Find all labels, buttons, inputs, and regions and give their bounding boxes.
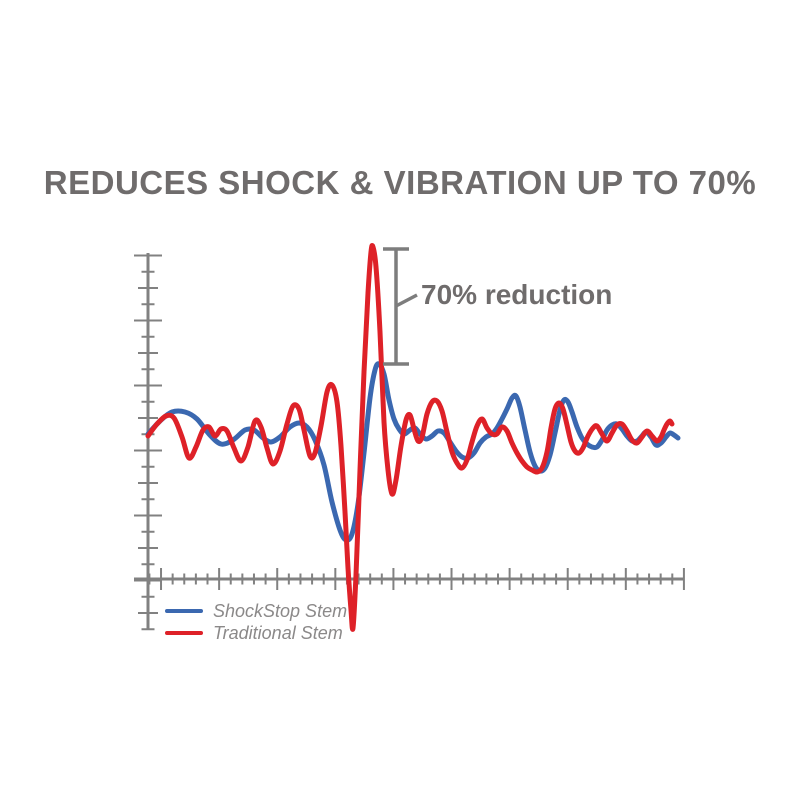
reduction-annotation-label: 70% reduction [421, 279, 613, 310]
chart-legend: ShockStop Stem Traditional Stem [165, 601, 347, 643]
chart-title: REDUCES SHOCK & VIBRATION UP TO 70% [43, 164, 757, 201]
legend-label-shockstop: ShockStop Stem [213, 601, 348, 621]
shockstop-series-line [145, 361, 681, 543]
traditional-line-swatch [165, 631, 203, 635]
legend-label-traditional: Traditional Stem [213, 623, 343, 643]
legend-item-traditional: Traditional Stem [165, 623, 347, 643]
shockstop-line-swatch [165, 609, 203, 613]
reduction-leader-line [395, 293, 418, 308]
traditional-series-line [145, 242, 675, 632]
legend-item-shockstop: ShockStop Stem [165, 601, 347, 621]
